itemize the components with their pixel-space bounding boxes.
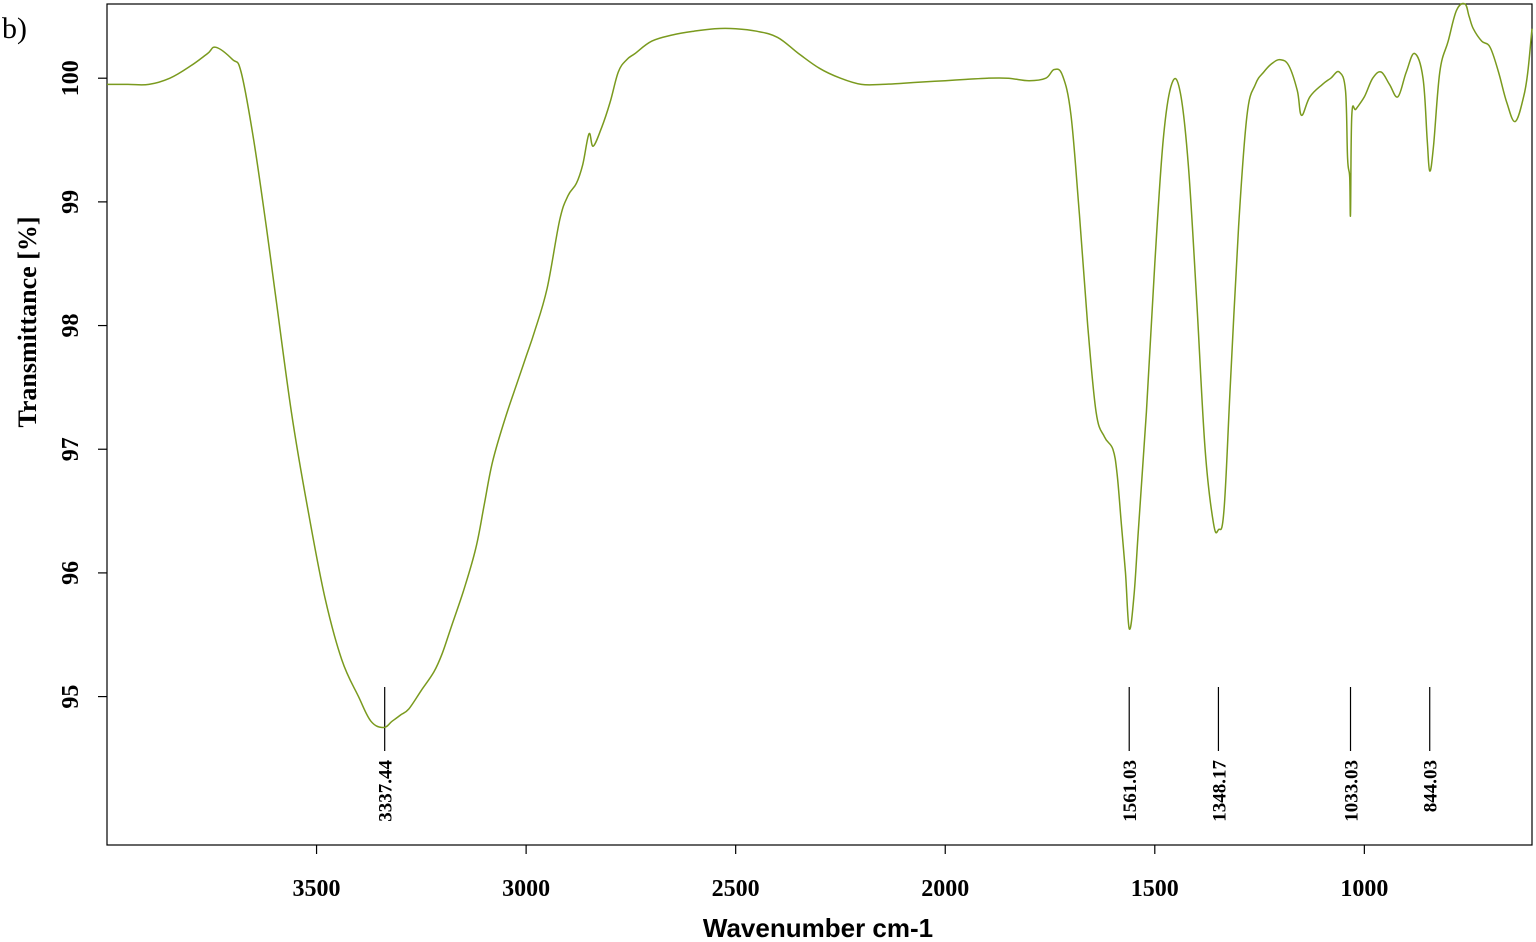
y-tick-label: 97 bbox=[58, 437, 84, 461]
x-tick-label: 2500 bbox=[712, 876, 760, 902]
y-tick-label: 96 bbox=[58, 561, 84, 585]
peak-label: 1561.03 bbox=[1120, 760, 1141, 822]
y-tick-label: 100 bbox=[58, 60, 84, 96]
peak-label: 3337.44 bbox=[376, 760, 397, 822]
y-tick-label: 99 bbox=[58, 190, 84, 214]
x-axis-title: Wavenumber cm-1 bbox=[703, 913, 933, 942]
x-tick-label: 3000 bbox=[502, 876, 550, 902]
x-tick-label: 1500 bbox=[1131, 876, 1179, 902]
x-tick-label: 1000 bbox=[1340, 876, 1388, 902]
y-tick-label: 95 bbox=[58, 685, 84, 709]
y-tick-label: 98 bbox=[58, 314, 84, 338]
peak-label: 1348.17 bbox=[1209, 760, 1230, 822]
spectrum-line bbox=[107, 2, 1533, 729]
axis-ticks: 3500 3000 2500 2000 1500 1000 95 96 97 98 99 100 bbox=[58, 60, 1388, 902]
x-tick-label: 3500 bbox=[293, 876, 341, 902]
panel-label: b) bbox=[2, 12, 27, 45]
y-axis-title: Transmittance [%] bbox=[13, 216, 42, 427]
plot-frame bbox=[106, 3, 1533, 846]
peak-markers: 3337.44 1561.03 1348.17 1033.03 844.03 bbox=[376, 687, 1442, 822]
x-tick-label: 2000 bbox=[921, 876, 969, 902]
peak-label: 1033.03 bbox=[1342, 760, 1363, 822]
peak-label: 844.03 bbox=[1421, 760, 1442, 812]
